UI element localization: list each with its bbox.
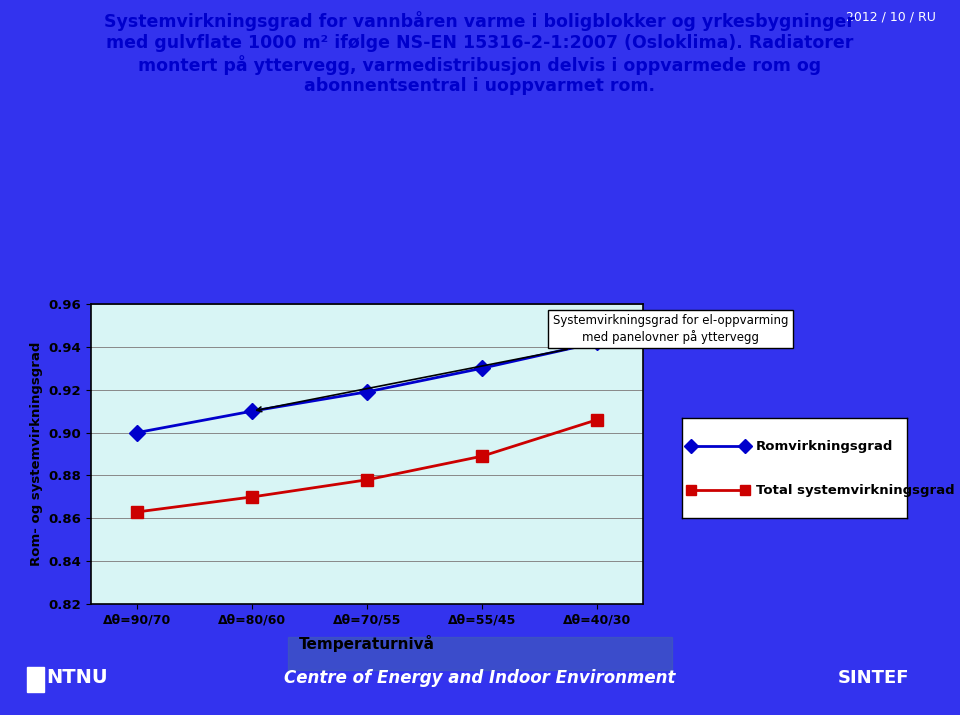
Y-axis label: Rom- og systemvirkningsgrad: Rom- og systemvirkningsgrad: [30, 342, 43, 566]
Text: Centre of Energy and Indoor Environment: Centre of Energy and Indoor Environment: [284, 669, 676, 687]
Text: Systemvirkningsgrad for el-oppvarming
med panelovner på yttervegg: Systemvirkningsgrad for el-oppvarming me…: [256, 315, 788, 412]
Text: Total systemvirkningsgrad: Total systemvirkningsgrad: [756, 484, 954, 497]
Text: Systemvirkningsgrad for vannbåren varme i boligblokker og yrkesbygninger
med gul: Systemvirkningsgrad for vannbåren varme …: [105, 11, 855, 96]
X-axis label: Temperaturnivå: Temperaturnivå: [300, 635, 435, 652]
Text: Romvirkningsgrad: Romvirkningsgrad: [756, 440, 894, 453]
Text: SINTEF: SINTEF: [838, 669, 909, 687]
Text: 2012 / 10 / RU: 2012 / 10 / RU: [846, 11, 936, 24]
Bar: [288, 637, 672, 670]
Bar: [27, 667, 44, 692]
Text: NTNU: NTNU: [46, 669, 108, 688]
